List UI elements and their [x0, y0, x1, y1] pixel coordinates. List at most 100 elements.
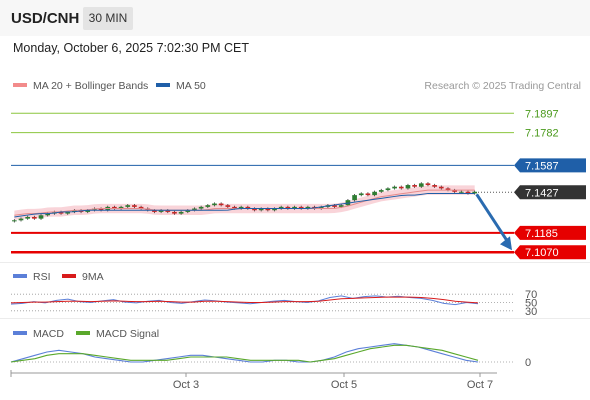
top-bar: USD/CNH 30 MIN [0, 0, 590, 36]
rsi-swatch [13, 274, 27, 279]
candle-body [398, 186, 404, 189]
macd-swatch [13, 331, 27, 336]
resistance-1-value: 7.1897 [525, 108, 559, 120]
legend-rsi-label: RSI [33, 271, 51, 283]
macd-series-0 [10, 343, 479, 363]
rsi-tick-30: 30 [525, 306, 537, 318]
candle-body [125, 205, 131, 207]
legend-ma20-bb: MA 20 + Bollinger Bands [13, 80, 148, 92]
candle-body [298, 206, 304, 209]
candle-body [332, 205, 337, 207]
divider-rsi [0, 262, 590, 263]
candle-body [132, 205, 137, 207]
candle-body [265, 208, 271, 211]
pair-title: USD/CNH [11, 10, 80, 27]
candle-body [152, 210, 157, 212]
ma50-level-tag [514, 158, 586, 173]
candle-body [292, 206, 297, 209]
candle-body [12, 220, 17, 222]
candle-body [392, 186, 397, 189]
candle-body [205, 205, 211, 207]
candle-body [32, 216, 37, 219]
candle-body [472, 191, 477, 194]
candle-body [278, 206, 284, 209]
rsi-ma-swatch [62, 274, 76, 279]
candle-body [358, 193, 364, 196]
legend-ma20-label: MA 20 + Bollinger Bands [33, 80, 149, 92]
macd-tick-zero: 0 [525, 357, 531, 369]
candle-body [432, 185, 437, 187]
candle-body [178, 211, 184, 214]
ma20-swatch [13, 83, 27, 88]
timeframe-button[interactable]: 30 MIN [83, 7, 133, 30]
candle-body [378, 190, 384, 192]
support-1-value: 7.1185 [525, 228, 558, 240]
candle-body [138, 206, 144, 209]
legend-ma50-label: MA 50 [176, 80, 206, 92]
rsi-series-0 [10, 295, 479, 306]
candle-body [172, 211, 177, 214]
candle-body [198, 206, 204, 209]
ma50-curve [14, 192, 475, 218]
bollinger-band [14, 185, 475, 220]
candle-body [192, 208, 197, 211]
candle-body [245, 206, 251, 209]
x-tick-label-0: Oct 3 [173, 379, 199, 391]
divider-macd [0, 318, 590, 319]
candle-body [412, 185, 417, 187]
candle-body [65, 211, 71, 214]
candle-body [18, 218, 24, 221]
candle-body [285, 206, 291, 209]
candle-body [305, 206, 311, 209]
candle-body [385, 188, 391, 191]
candle-body [112, 206, 117, 209]
credit: Research © 2025 Trading Central [424, 80, 581, 92]
legend-macd-signal: MACD Signal [76, 328, 159, 340]
candle-body [212, 203, 217, 206]
candle-body [352, 195, 357, 201]
legend-ma50: MA 50 [156, 80, 206, 92]
x-tick-label-1: Oct 5 [331, 379, 357, 391]
candles-group [12, 182, 477, 223]
ma50-swatch [156, 83, 170, 88]
candle-body [458, 191, 464, 193]
candle-body [45, 213, 51, 216]
candle-body [252, 208, 257, 211]
candle-body [158, 210, 164, 212]
rsi-series-1 [10, 296, 479, 304]
timestamp: Monday, October 6, 2025 7:02:30 PM CET [13, 41, 250, 55]
macd-series-1 [10, 344, 479, 363]
support-1-tag [514, 225, 586, 240]
candle-body [318, 206, 324, 209]
candle-body [418, 183, 424, 187]
candle-body [165, 210, 171, 212]
legend-macd-signal-label: MACD Signal [96, 328, 160, 340]
candle-body [218, 203, 224, 206]
candle-body [338, 205, 344, 207]
candle-body [445, 188, 451, 191]
support-2-tag [514, 245, 586, 260]
legend-macd: MACD [13, 328, 64, 340]
rsi-tick-70: 70 [525, 289, 537, 301]
candle-body [452, 190, 457, 192]
legend-rsi: RSI [13, 271, 51, 283]
support-2-value: 7.1070 [525, 247, 559, 259]
resistance-2-value: 7.1782 [525, 128, 559, 140]
candle-body [72, 210, 77, 212]
legend-rsi-ma: 9MA [62, 271, 104, 283]
candle-body [372, 191, 377, 196]
last-price-value: 7.1427 [525, 187, 559, 199]
last-price-tag [514, 185, 586, 200]
candle-body [465, 191, 471, 194]
candle-body [258, 208, 264, 211]
candle-body [232, 206, 237, 209]
candle-body [365, 193, 371, 196]
legend-rsi-ma-label: 9MA [82, 271, 104, 283]
candle-body [185, 210, 191, 212]
ma50-level-value: 7.1587 [525, 160, 559, 172]
x-tick-label-2: Oct 7 [467, 379, 493, 391]
candle-body [272, 208, 277, 211]
rsi-tick-50: 50 [525, 298, 537, 310]
